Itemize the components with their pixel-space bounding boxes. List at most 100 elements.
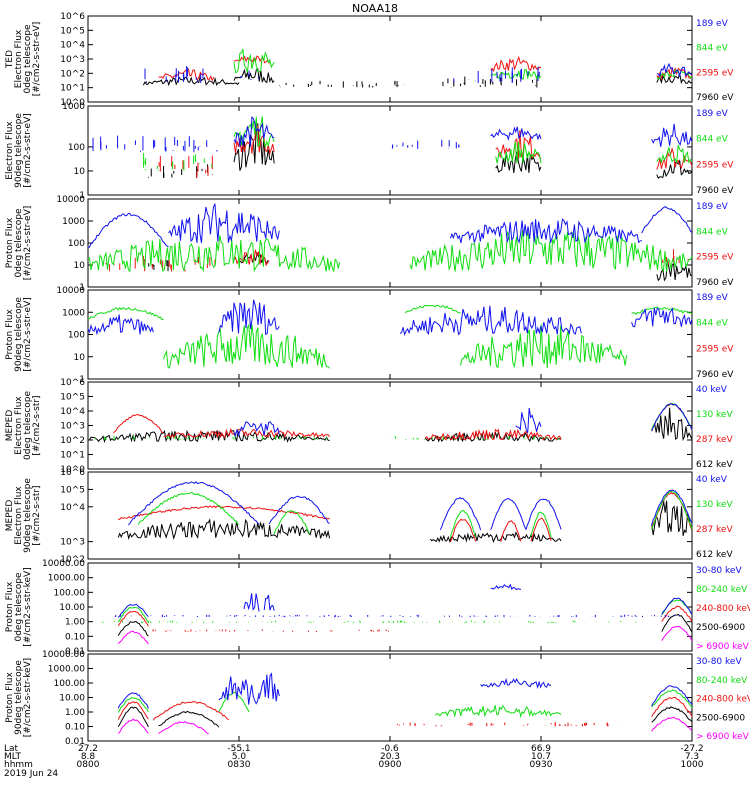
data-trace — [490, 497, 527, 530]
y-axis-label: [#/cm2-s-str] — [32, 395, 42, 455]
data-trace — [117, 610, 149, 627]
y-tick-label: 10^1 — [60, 451, 85, 461]
y-axis-label: [#/cm2-s-str] — [32, 485, 42, 545]
data-trace — [495, 141, 542, 164]
y-tick-label: 0.01 — [65, 737, 85, 747]
y-tick-label: 10^0 — [60, 465, 85, 475]
y-axis-label: 90deg telescope — [23, 478, 33, 553]
y-tick-label: 0.10 — [65, 632, 85, 642]
legend-entry: 80-240 keV — [696, 585, 748, 595]
panel-frame — [87, 562, 693, 652]
legend-entry: 612 keV — [696, 460, 733, 470]
legend-entry: 7960 eV — [696, 370, 734, 380]
data-trace — [117, 606, 149, 623]
y-tick-label: 10^2 — [60, 69, 85, 79]
footer-tick-label: 20.3 — [380, 752, 400, 762]
data-trace — [273, 510, 310, 535]
data-trace — [651, 716, 693, 732]
data-trace — [218, 676, 260, 705]
data-trace — [661, 625, 693, 642]
data-trace — [117, 706, 149, 728]
data-trace — [163, 323, 330, 369]
y-tick-label: 10000.00 — [42, 650, 85, 660]
legend-entry: 189 eV — [696, 202, 729, 212]
y-axis-label: Electron Flux — [5, 121, 15, 180]
data-trace — [117, 701, 149, 720]
y-tick-label: 1000 — [62, 102, 85, 112]
y-tick-label: 10^6 — [60, 378, 85, 388]
data-trace — [490, 69, 542, 80]
y-axis-label: Proton Flux — [5, 581, 15, 632]
data-trace — [258, 672, 280, 702]
y-axis-label: MEPED — [5, 410, 15, 442]
y-axis-label: 90deg telescope — [14, 297, 24, 372]
y-tick-label: 10^1 — [60, 84, 85, 94]
legend-entry: 40 keV — [696, 385, 728, 395]
y-tick-label: 10^0 — [60, 98, 85, 108]
data-trace — [439, 496, 482, 531]
data-trace — [656, 62, 693, 78]
data-trace — [87, 314, 154, 336]
y-tick-label: 0.10 — [65, 723, 85, 733]
data-trace — [449, 518, 477, 543]
y-axis-label: Electron Flux — [14, 29, 24, 88]
data-trace — [525, 498, 562, 530]
y-axis-label: Electron Flux — [14, 396, 24, 455]
data-trace — [127, 481, 260, 526]
y-tick-label: 10 — [74, 353, 86, 363]
data-trace — [480, 677, 552, 690]
data-trace — [656, 146, 693, 170]
y-tick-label: 10^3 — [60, 538, 85, 548]
data-trace — [651, 685, 693, 707]
y-axis-label: [#/cm2-s-str-eV] — [32, 22, 42, 97]
legend-entry: 2595 eV — [696, 344, 734, 354]
footer-tick-label: 27.2 — [78, 744, 98, 754]
data-trace — [233, 48, 275, 74]
data-trace — [656, 72, 693, 85]
data-trace — [117, 696, 149, 713]
y-tick-label: 1.00 — [65, 618, 85, 628]
panel-frame — [87, 105, 693, 196]
data-trace — [651, 403, 693, 431]
y-tick-label: 1.00 — [65, 708, 85, 718]
data-trace — [233, 125, 275, 156]
legend-entry: 189 eV — [696, 19, 729, 29]
legend-entry: 2500-6900 — [696, 713, 745, 723]
y-tick-label: 100 — [68, 239, 85, 249]
y-tick-label: 1000.00 — [48, 574, 85, 584]
y-tick-label: 100 — [68, 143, 85, 153]
data-trace — [631, 306, 693, 315]
y-tick-label: 10^5 — [60, 485, 85, 495]
y-tick-label: 10^6 — [60, 12, 85, 22]
footer-tick-label: 7.3 — [685, 752, 699, 762]
y-tick-label: 10^6 — [60, 468, 85, 478]
y-axis-label: MEPED — [5, 500, 15, 532]
data-trace — [163, 427, 330, 439]
panel-frame — [87, 381, 693, 470]
legend-entry: 7960 eV — [696, 93, 734, 103]
data-trace — [661, 613, 693, 633]
footer-tick-label: 0800 — [77, 760, 100, 770]
data-trace — [117, 630, 149, 645]
data-trace — [117, 518, 331, 541]
legend-entry: 2500-6900 — [696, 623, 745, 633]
y-axis-label: 0deg telescope — [14, 572, 24, 642]
data-trace — [117, 692, 149, 709]
footer-tick-label: 10.7 — [531, 752, 551, 762]
y-axis-label: [#/cm2-s-str-keV] — [23, 658, 33, 737]
y-tick-label: 10 — [74, 261, 86, 271]
data-trace — [233, 122, 275, 171]
footer-tick-label: -27.2 — [680, 744, 703, 754]
footer-row-label: hhmm — [4, 760, 33, 770]
data-trace — [142, 75, 240, 87]
panel-frame — [87, 289, 693, 380]
legend-entry: 287 keV — [696, 525, 733, 535]
y-tick-label: 10000 — [56, 286, 85, 296]
data-trace — [651, 490, 693, 530]
data-trace — [404, 304, 461, 314]
data-trace — [500, 520, 522, 543]
y-tick-label: 1 — [79, 283, 85, 293]
panel-frame — [87, 653, 693, 742]
y-axis-label: Electron Flux — [14, 486, 24, 545]
